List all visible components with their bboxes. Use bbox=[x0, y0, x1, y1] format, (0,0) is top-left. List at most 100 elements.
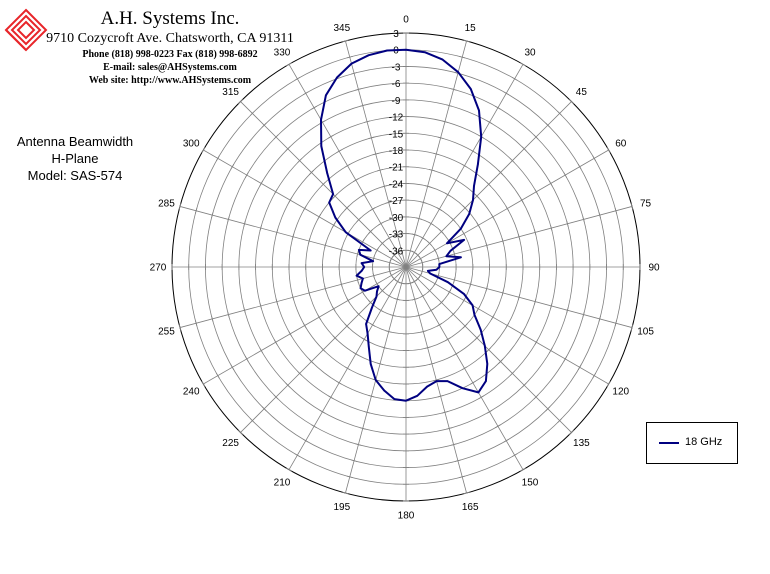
series-point bbox=[477, 163, 479, 166]
series-point bbox=[320, 119, 322, 121]
grid-tick bbox=[319, 409, 326, 414]
series-point bbox=[478, 109, 480, 112]
grid-tick bbox=[433, 378, 440, 382]
grid-tick bbox=[327, 134, 334, 139]
grid-tick bbox=[459, 55, 466, 59]
grid-tick bbox=[355, 443, 362, 446]
series-point bbox=[447, 281, 449, 284]
grid-tick bbox=[415, 314, 422, 317]
grid-tick bbox=[509, 370, 515, 376]
polar-grid bbox=[171, 32, 641, 502]
grid-tick bbox=[606, 147, 611, 153]
grid-tick bbox=[563, 172, 568, 178]
grid-tick bbox=[498, 170, 503, 175]
series-point bbox=[472, 199, 474, 201]
grid-tick bbox=[364, 411, 371, 414]
grid-tick bbox=[592, 372, 597, 379]
series-point bbox=[320, 145, 323, 147]
grid-tick bbox=[550, 225, 553, 232]
grid-tick bbox=[548, 180, 553, 187]
grid-tick bbox=[273, 339, 278, 346]
legend-swatch bbox=[659, 442, 679, 444]
radial-label: -15 bbox=[389, 129, 404, 140]
grid-tick bbox=[368, 229, 373, 234]
grid-tick bbox=[360, 289, 365, 295]
series-point bbox=[483, 344, 486, 347]
grid-tick bbox=[244, 356, 249, 362]
grid-tick bbox=[386, 294, 393, 298]
radial-label: -30 bbox=[389, 213, 404, 224]
grid-tick bbox=[447, 289, 452, 295]
grid-tick bbox=[369, 207, 376, 211]
grid-tick bbox=[509, 158, 515, 164]
series-point bbox=[377, 285, 380, 287]
series-point bbox=[486, 363, 489, 365]
series-point bbox=[334, 216, 337, 219]
series-point bbox=[364, 289, 366, 292]
grid-tick bbox=[259, 225, 262, 232]
grid-tick bbox=[288, 331, 293, 337]
grid-tick bbox=[238, 430, 243, 435]
series-point bbox=[445, 255, 448, 257]
grid-tick bbox=[545, 122, 551, 128]
angle-label: 30 bbox=[524, 48, 536, 59]
grid-tick bbox=[498, 359, 503, 364]
grid-tick bbox=[436, 323, 443, 327]
angle-label: 150 bbox=[522, 477, 539, 488]
series-point bbox=[468, 213, 470, 215]
grid-tick bbox=[356, 311, 362, 317]
angle-labels: 0153045607590105120135150165180195210225… bbox=[150, 15, 660, 522]
series-point bbox=[350, 62, 353, 65]
grid-tick bbox=[344, 205, 350, 211]
grid-tick bbox=[566, 220, 569, 227]
series-point bbox=[438, 263, 441, 265]
grid-tick bbox=[533, 134, 539, 140]
grid-tick bbox=[291, 233, 295, 240]
series-point bbox=[362, 277, 364, 280]
angle-label: 330 bbox=[274, 48, 291, 59]
radial-label: -6 bbox=[392, 79, 401, 90]
grid-tick bbox=[230, 163, 235, 170]
grid-tick bbox=[469, 281, 472, 288]
grid-tick bbox=[461, 163, 468, 168]
grid-tick bbox=[485, 242, 488, 249]
grid-tick bbox=[495, 105, 501, 110]
grid-tick bbox=[485, 285, 488, 292]
grid-tick bbox=[353, 352, 359, 356]
grid-tick bbox=[462, 323, 468, 329]
chart-title: Antenna Beamwidth H-Plane Model: SAS-574 bbox=[0, 133, 150, 184]
angle-label: 210 bbox=[274, 477, 291, 488]
grid-tick bbox=[520, 467, 526, 472]
grid-tick bbox=[474, 193, 480, 199]
series-point bbox=[360, 262, 363, 264]
grid-tick bbox=[569, 430, 574, 435]
grid-tick bbox=[534, 339, 539, 346]
grid-tick bbox=[582, 216, 585, 223]
grid-tick bbox=[453, 276, 456, 283]
series-point bbox=[423, 51, 426, 54]
grid-tick bbox=[227, 311, 230, 318]
grid-tick bbox=[614, 207, 618, 214]
grid-tick bbox=[342, 491, 349, 495]
grid-tick bbox=[346, 55, 353, 59]
grid-tick bbox=[630, 324, 634, 331]
grid-tick bbox=[340, 246, 343, 253]
grid-tick bbox=[307, 238, 311, 245]
grid-tick bbox=[463, 491, 470, 495]
grid-tick bbox=[386, 236, 393, 240]
series-point bbox=[426, 385, 428, 388]
series-layer bbox=[320, 48, 489, 402]
series-point bbox=[459, 227, 462, 230]
grid-tick bbox=[286, 62, 292, 67]
grid-tick bbox=[359, 427, 366, 430]
series-point bbox=[427, 270, 429, 272]
grid-tick bbox=[517, 294, 521, 301]
angle-label: 240 bbox=[183, 387, 200, 398]
radial-labels: 3 0 -3 -6 -9 -12 -15 -18 -21 -24 -27 -30 -33 -36 bbox=[389, 29, 404, 257]
grid-tick bbox=[463, 39, 470, 43]
grid-tick bbox=[364, 120, 371, 123]
grid-tick bbox=[369, 323, 376, 327]
grid-tick bbox=[331, 305, 336, 312]
grid-tick bbox=[377, 362, 384, 366]
